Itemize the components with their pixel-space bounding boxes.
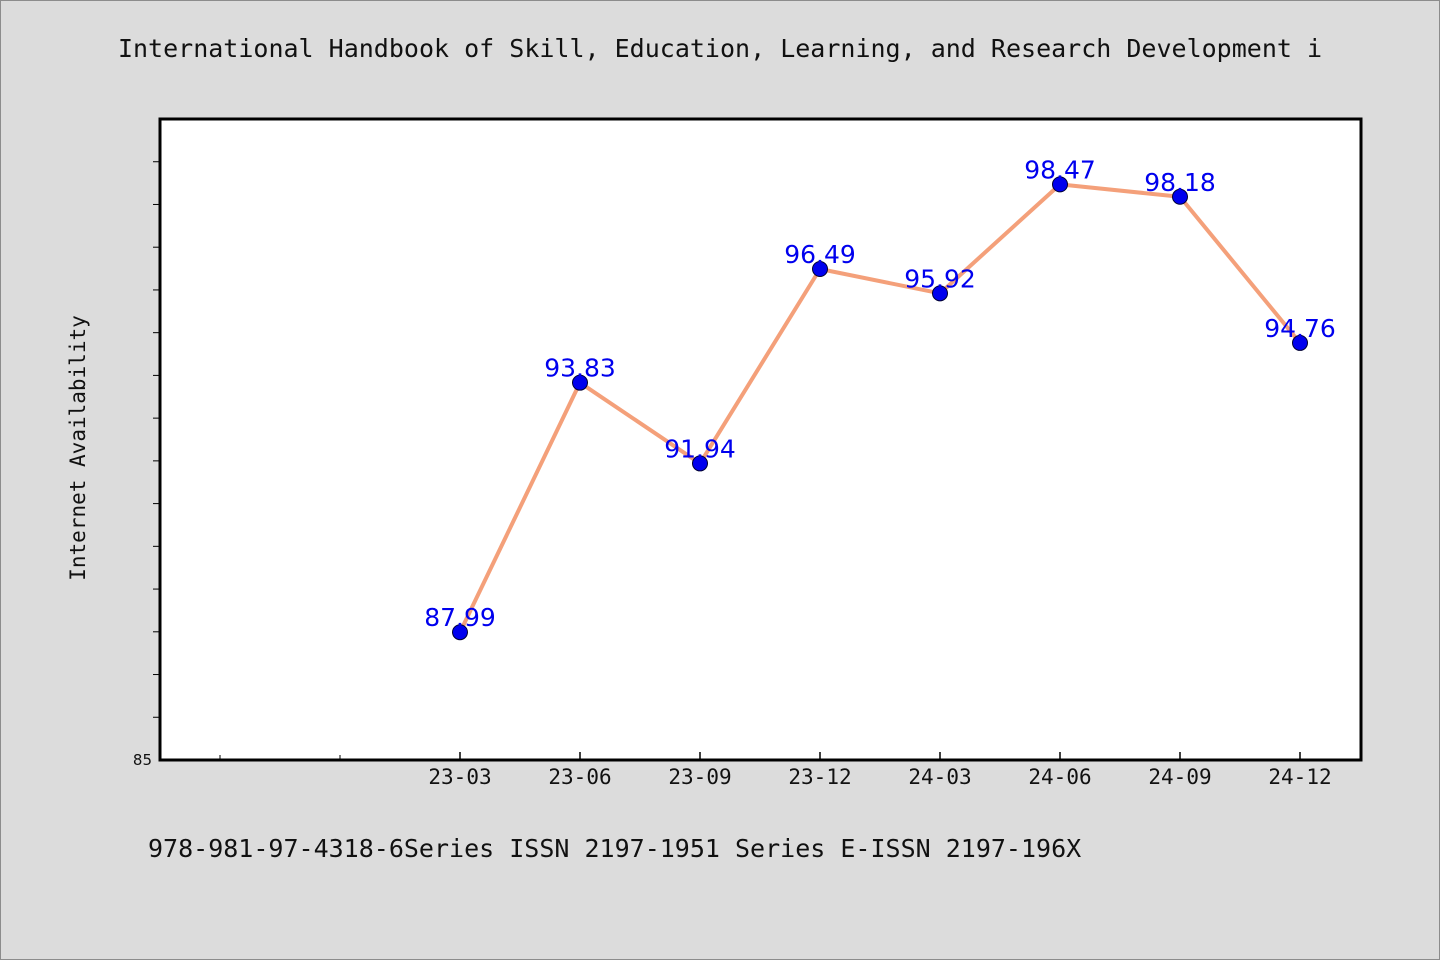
data-label: 98.18 <box>1144 168 1216 197</box>
footer-isbn-text: 978-981-97-4318-6Series ISSN 2197-1951 S… <box>148 834 1082 863</box>
data-label: 93.83 <box>544 354 616 383</box>
data-point <box>572 374 588 391</box>
y-tick-labels: 85 <box>133 751 152 769</box>
data-labels-group: 87.99 93.83 91.94 96.49 95.92 98.47 98.18 94.76 <box>424 155 1336 632</box>
data-point <box>1052 176 1068 193</box>
x-tick-label: 24-06 <box>1028 765 1091 789</box>
chart-title: International Handbook of Skill, Educati… <box>117 34 1323 63</box>
x-tick-label: 23-12 <box>788 765 851 789</box>
y-tick-label: 85 <box>133 751 152 769</box>
data-point <box>932 285 948 302</box>
markers-group <box>452 176 1308 641</box>
data-point <box>452 624 468 641</box>
series-line <box>458 182 1302 634</box>
data-label: 91.94 <box>664 434 736 463</box>
series-line-group <box>458 182 1302 634</box>
data-label: 98.47 <box>1024 155 1096 184</box>
plot-area <box>158 117 1363 762</box>
data-point <box>1172 188 1188 205</box>
data-label: 95.92 <box>904 264 976 293</box>
data-label: 94.76 <box>1264 314 1336 343</box>
data-point <box>692 455 708 472</box>
x-tick-label: 24-12 <box>1268 765 1331 789</box>
x-tick-labels: 23-03 23-06 23-09 23-12 24-03 24-06 24-09 24-12 <box>428 765 1331 789</box>
data-point <box>812 260 828 277</box>
x-tick-label: 23-06 <box>548 765 611 789</box>
data-label: 87.99 <box>424 603 496 632</box>
x-ticks <box>219 752 1301 760</box>
x-tick-label: 24-03 <box>908 765 971 789</box>
x-tick-label: 23-03 <box>428 765 491 789</box>
data-label: 96.49 <box>784 240 856 269</box>
x-tick-label: 23-09 <box>668 765 731 789</box>
y-minor-ticks <box>153 161 160 718</box>
data-point <box>1292 334 1308 351</box>
x-tick-label: 24-09 <box>1148 765 1211 789</box>
